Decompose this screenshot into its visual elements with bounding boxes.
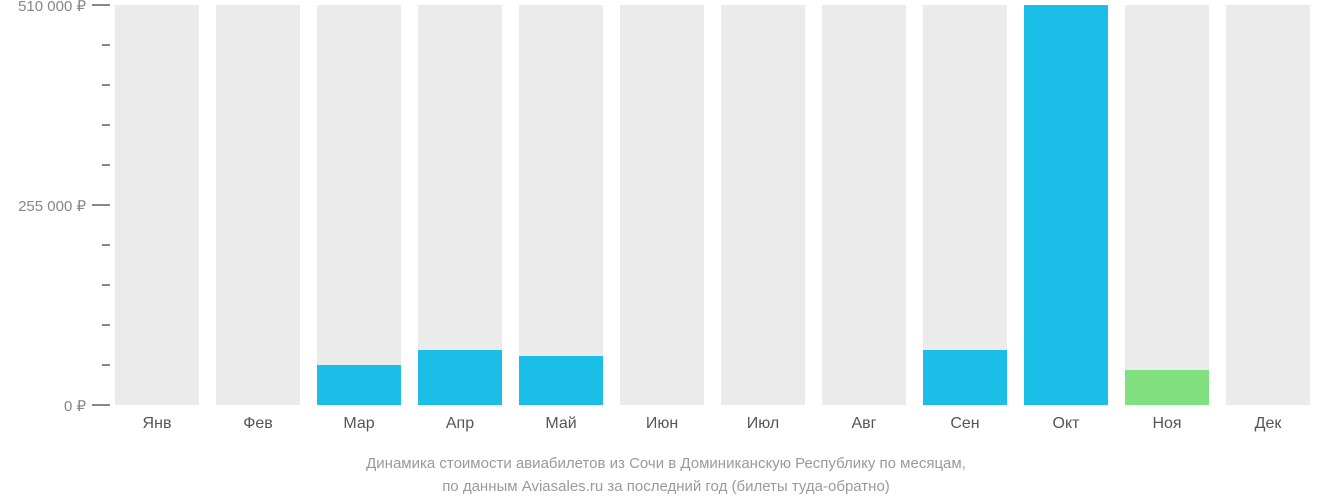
y-axis-label: 510 000 ₽ [18, 0, 86, 15]
price-chart: 510 000 ₽255 000 ₽0 ₽ ЯнвФевМарАпрМайИюн… [0, 0, 1332, 502]
x-axis-label: Ноя [1125, 415, 1209, 433]
bar-value [418, 350, 502, 405]
bar-value [519, 356, 603, 405]
x-axis-label: Фев [216, 415, 300, 433]
bar-background [822, 5, 906, 405]
bar-value [1125, 370, 1209, 405]
chart-caption-line1: Динамика стоимости авиабилетов из Сочи в… [0, 455, 1332, 472]
y-tick-minor [102, 44, 110, 46]
bar-background [418, 5, 502, 405]
bar-value [317, 365, 401, 405]
y-tick-minor [102, 284, 110, 286]
bar-background [1125, 5, 1209, 405]
y-axis-label: 255 000 ₽ [18, 197, 86, 215]
plot-area [115, 5, 1325, 405]
x-axis-label: Дек [1226, 415, 1310, 433]
y-tick-minor [102, 364, 110, 366]
x-axis-label: Май [519, 415, 603, 433]
x-axis-label: Апр [418, 415, 502, 433]
x-axis-label: Сен [923, 415, 1007, 433]
bar-background [923, 5, 1007, 405]
y-tick-minor [102, 324, 110, 326]
y-tick-major [92, 204, 110, 206]
bar-background [1226, 5, 1310, 405]
y-tick-minor [102, 84, 110, 86]
x-axis-label: Авг [822, 415, 906, 433]
bar-background [115, 5, 199, 405]
bar-background [721, 5, 805, 405]
bar-background [519, 5, 603, 405]
x-axis-label: Июл [721, 415, 805, 433]
bar-background [317, 5, 401, 405]
y-axis-label: 0 ₽ [64, 397, 86, 415]
y-tick-minor [102, 164, 110, 166]
x-axis-label: Окт [1024, 415, 1108, 433]
y-tick-major [92, 404, 110, 406]
y-tick-minor [102, 124, 110, 126]
bar-value [1024, 5, 1108, 405]
x-axis-label: Янв [115, 415, 199, 433]
bar-value [923, 350, 1007, 405]
y-axis: 510 000 ₽255 000 ₽0 ₽ [0, 5, 110, 405]
bar-background [620, 5, 704, 405]
bar-background [216, 5, 300, 405]
x-axis-labels: Янв Фев Мар Апр Май Июн Июл Авг Сен Окт Ноя Дек [115, 415, 1325, 445]
y-tick-minor [102, 244, 110, 246]
chart-caption-line2: по данным Aviasales.ru за последний год … [0, 478, 1332, 495]
y-tick-major [92, 4, 110, 6]
x-axis-label: Мар [317, 415, 401, 433]
x-axis-label: Июн [620, 415, 704, 433]
